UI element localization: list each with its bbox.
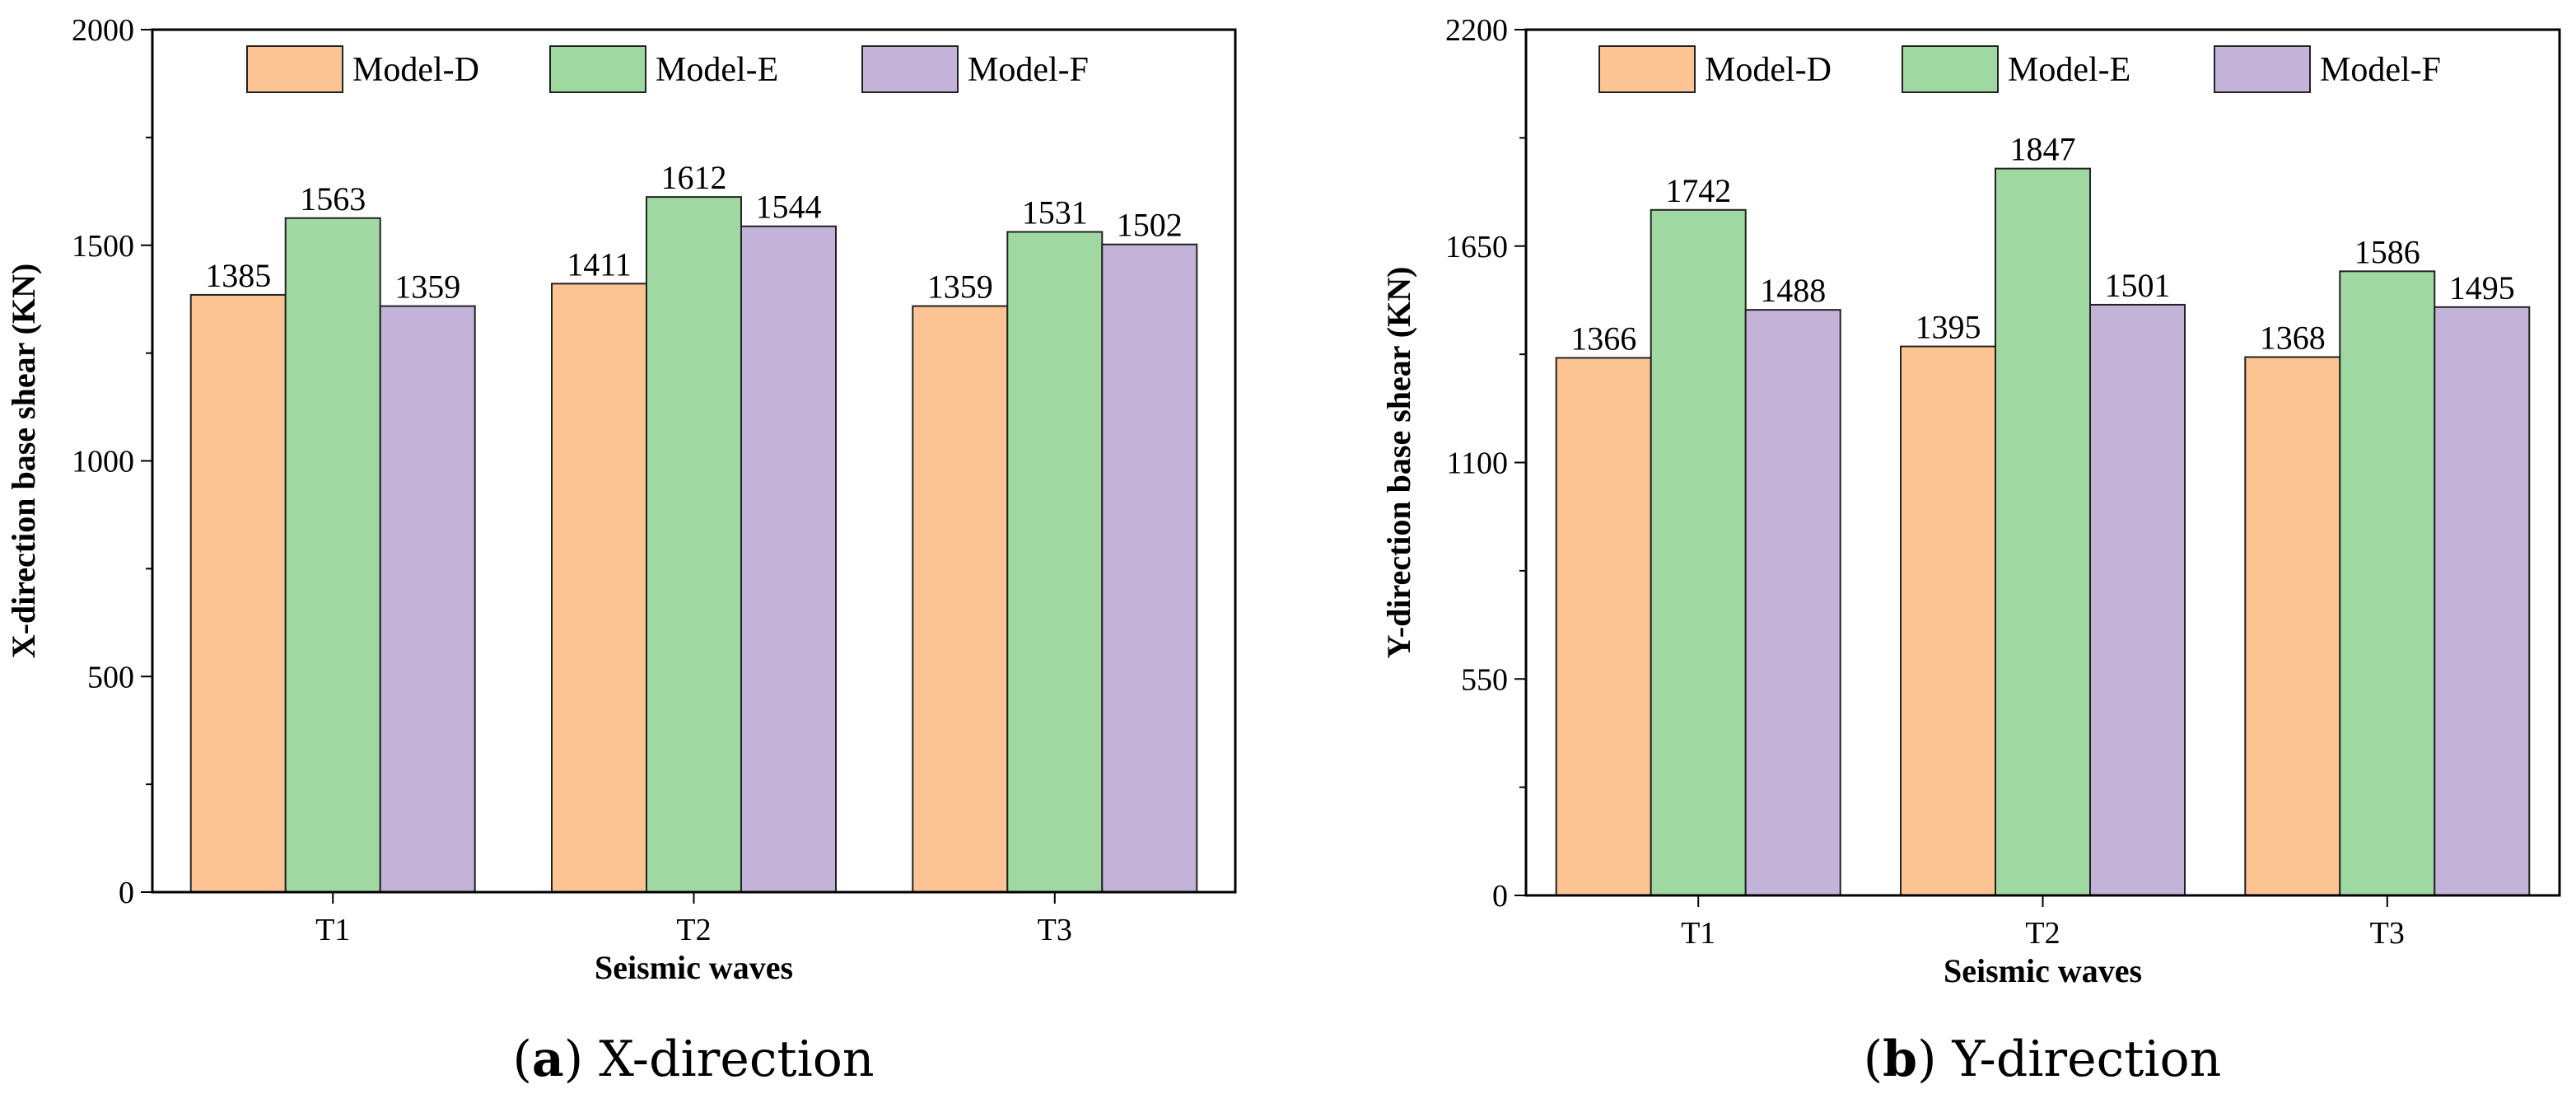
value-label-model-d-t2: 1395 (1916, 309, 1981, 346)
bar-model-d-t3 (2244, 356, 2341, 896)
bar-model-f-t3 (2434, 306, 2531, 896)
legend-label-model-d: Model-D (352, 51, 479, 89)
caption-letter: b (1883, 1031, 1917, 1088)
bar-model-d-t2 (551, 283, 647, 893)
value-label-model-f-t3: 1502 (1117, 207, 1183, 244)
panel-caption: (a) X-direction (512, 1031, 874, 1088)
x-tick-label-t1: T1 (315, 913, 350, 947)
y-tick-label-1000: 1000 (72, 445, 134, 479)
value-label-model-d-t1: 1366 (1570, 320, 1636, 357)
x-tick-label-t3: T3 (2370, 916, 2405, 951)
bar-model-d-t2 (1900, 345, 1996, 897)
legend-swatch-model-f (2214, 45, 2311, 93)
x-tick-label-t3: T3 (1038, 913, 1072, 947)
y-axis-title: X-direction base shear (KN) (5, 264, 42, 659)
legend: Model-D Model-E Model-F (1598, 45, 2441, 93)
value-label-model-d-t2: 1411 (567, 245, 632, 283)
bar-model-e-t3 (2339, 270, 2436, 897)
caption-text: ) X-direction (564, 1031, 875, 1088)
value-label-model-e-t2: 1612 (661, 159, 727, 196)
legend-label-model-e: Model-E (2008, 51, 2130, 89)
bar-model-e-t3 (1006, 231, 1104, 894)
chart-panel-a: 1385 1563 1359 T1 1411 1612 1544 T2 1359 1531 1502… (5, 13, 1237, 1088)
y-tick-label-1650: 1650 (1445, 230, 1508, 264)
value-label-model-e-t1: 1742 (1665, 172, 1731, 209)
caption-letter: a (532, 1031, 564, 1088)
y-axis-title: Y-direction base shear (KN) (1380, 267, 1417, 659)
bar-model-f-t3 (1101, 243, 1198, 893)
legend-swatch-model-e (1902, 45, 1999, 93)
bar-model-e-t2 (646, 196, 742, 894)
legend-swatch-model-f (861, 45, 959, 93)
value-label-model-f-t3: 1495 (2449, 269, 2515, 306)
value-label-model-e-t3: 1531 (1022, 194, 1088, 231)
value-label-model-f-t1: 1488 (1760, 272, 1826, 309)
y-tick-label-0: 0 (119, 876, 134, 910)
legend-swatch-model-d (246, 45, 343, 93)
value-label-model-f-t1: 1359 (394, 269, 460, 306)
legend-label-model-e: Model-E (656, 51, 778, 89)
plot-frame (1524, 28, 2561, 897)
value-label-model-e-t3: 1586 (2354, 233, 2420, 270)
value-label-model-d-t3: 1359 (927, 269, 993, 306)
value-label-model-e-t1: 1563 (300, 180, 366, 217)
caption-paren-open: ( (1864, 1031, 1883, 1088)
bar-model-e-t1 (284, 217, 381, 894)
y-tick-label-500: 500 (87, 660, 134, 694)
legend-label-model-f: Model-F (2320, 51, 2441, 89)
caption-text: ) Y-direction (1917, 1031, 2221, 1088)
value-label-model-e-t2: 1847 (2010, 131, 2076, 168)
bar-model-f-t1 (1744, 309, 1841, 896)
bar-model-d-t1 (189, 293, 287, 893)
bar-model-f-t1 (379, 305, 476, 894)
x-axis-title: Seismic waves (595, 949, 793, 986)
plot-frame (151, 28, 1237, 894)
y-tick-label-0: 0 (1492, 879, 1508, 914)
value-label-model-f-t2: 1501 (2105, 267, 2171, 304)
y-tick-label-1100: 1100 (1446, 446, 1508, 481)
legend: Model-D Model-E Model-F (246, 45, 1089, 93)
x-tick-label-t2: T2 (676, 913, 711, 947)
bar-model-e-t1 (1650, 208, 1747, 897)
legend-label-model-d: Model-D (1705, 51, 1832, 89)
legend-swatch-model-e (549, 45, 646, 93)
legend-label-model-f: Model-F (968, 51, 1089, 89)
x-axis-title: Seismic waves (1944, 952, 2142, 989)
value-label-model-f-t2: 1544 (756, 189, 822, 226)
panel-caption: (b) Y-direction (1864, 1031, 2222, 1088)
bar-model-e-t2 (1995, 167, 2091, 896)
bar-model-d-t1 (1555, 357, 1652, 896)
legend-swatch-model-d (1598, 45, 1696, 93)
value-label-model-d-t1: 1385 (205, 257, 271, 294)
caption-paren-open: ( (512, 1031, 531, 1088)
chart-panel-b: 1366 1742 1488 T1 1395 1847 1501 T2 1368 1586 1495… (1380, 13, 2561, 1088)
y-tick-label-2200: 2200 (1445, 13, 1508, 48)
value-label-model-d-t3: 1368 (2260, 319, 2326, 356)
y-tick-label-1500: 1500 (72, 229, 134, 264)
y-tick-label-2000: 2000 (72, 13, 134, 48)
bar-model-d-t3 (912, 305, 1009, 894)
x-tick-label-t2: T2 (2025, 916, 2060, 951)
bar-model-f-t2 (740, 225, 837, 893)
bar-model-f-t2 (2089, 303, 2186, 897)
y-tick-label-550: 550 (1461, 662, 1508, 697)
x-tick-label-t1: T1 (1681, 916, 1715, 951)
